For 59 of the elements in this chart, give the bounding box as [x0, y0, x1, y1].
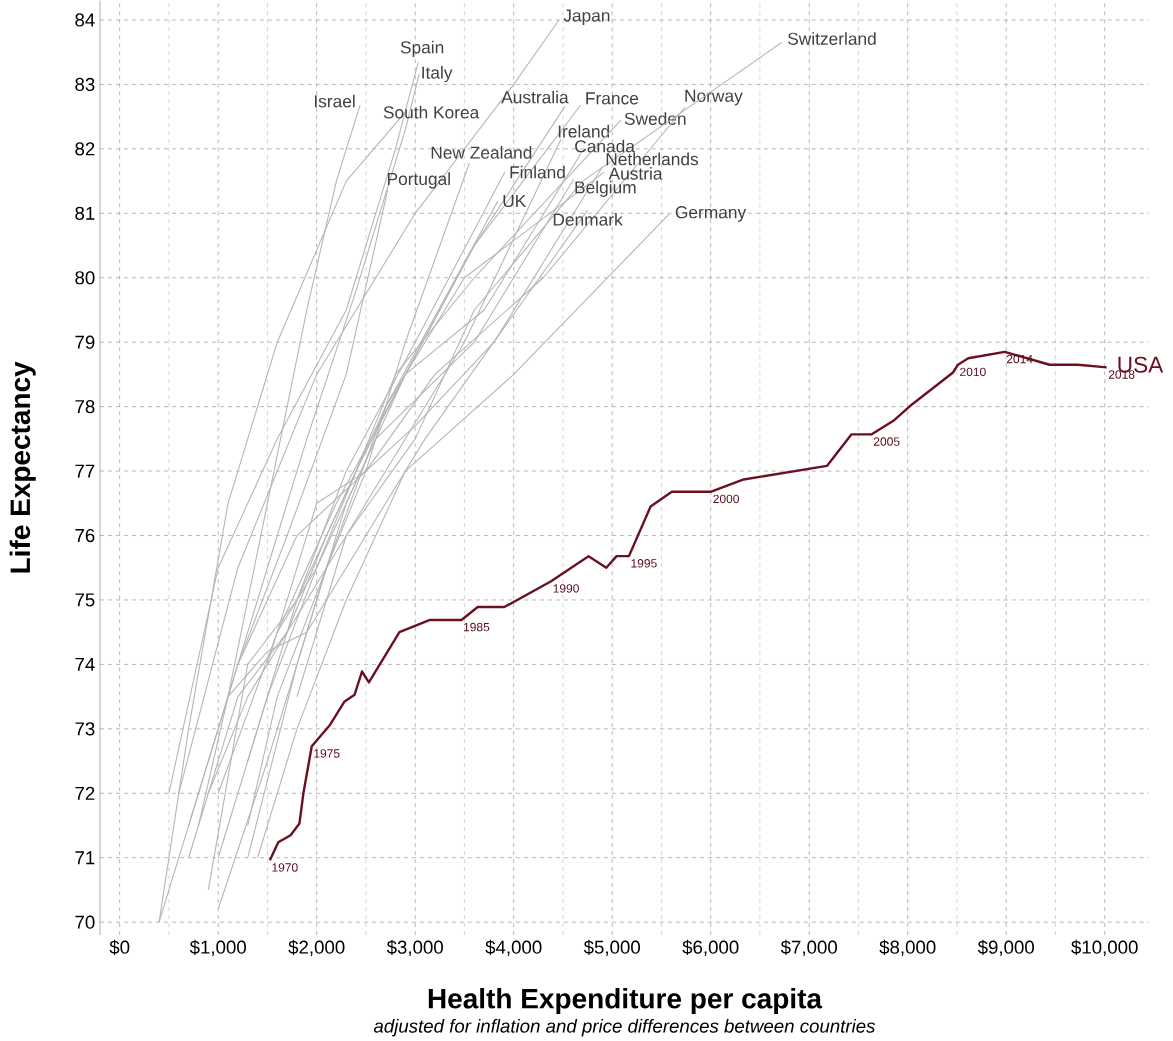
y-tick-label: 78 [75, 400, 95, 414]
annotation: 1985 [464, 622, 490, 632]
y-tick-label: 84 [75, 13, 95, 27]
annotation: 1970 [272, 863, 298, 872]
series-label: New Zealand [431, 146, 532, 159]
series-label: Japan [563, 9, 610, 26]
y-tick-label: 71 [75, 851, 95, 865]
y-tick-label: 81 [75, 206, 95, 220]
y-tick-label: 77 [75, 464, 95, 478]
series-label: Austria [608, 167, 663, 180]
y-tick-label: 70 [75, 915, 95, 929]
x-tick-label: $7,000 [780, 939, 837, 956]
series-label: Sweden [624, 112, 686, 125]
annotation: 2005 [873, 437, 900, 446]
series-label: Italy [422, 66, 453, 83]
annotation: 2010 [960, 367, 986, 377]
series-label: Finland [510, 165, 565, 179]
y-tick-label: 82 [75, 142, 95, 156]
x-tick-label: $5,000 [583, 939, 640, 956]
annotation: 1995 [631, 559, 657, 568]
series-label: Portugal [387, 172, 450, 189]
series-label: Switzerland [788, 32, 876, 45]
series-label: Germany [675, 206, 747, 222]
series-label: South Korea [383, 105, 480, 119]
x-axis-title: Health Expenditure per capita [428, 987, 823, 1015]
series-label: Norway [685, 89, 743, 106]
x-tick-label: $3,000 [386, 939, 443, 956]
series-label: Spain [400, 40, 444, 57]
y-tick-label: 83 [75, 77, 95, 92]
series-label: Denmark [553, 213, 623, 226]
annotation: 1990 [553, 584, 579, 593]
series-label: Israel [314, 94, 355, 108]
series-label: UK [503, 195, 527, 208]
x-tick-label: $10,000 [1071, 939, 1138, 956]
y-tick-label: 72 [75, 786, 95, 800]
annotation: 2014 [1006, 354, 1033, 364]
y-tick-label: 74 [75, 657, 95, 671]
y-tick-label: 76 [75, 528, 95, 543]
series-label: Australia [501, 90, 569, 104]
annotation: 1975 [314, 749, 340, 758]
x-tick-label: $4,000 [485, 939, 542, 956]
y-tick-label: 80 [75, 271, 95, 285]
y-axis-title: Life Expectancy [9, 361, 36, 573]
x-tick-label: $8,000 [879, 939, 936, 956]
text: adjusted for inflation and price differences between countries [373, 1018, 876, 1037]
x-tick-label: $0 [109, 939, 130, 955]
x-tick-label: $2,000 [288, 939, 345, 956]
series-label: Netherlands [606, 152, 699, 166]
series-label: Belgium [575, 180, 636, 197]
x-tick-label: $6,000 [682, 939, 739, 956]
annotation: 2000 [713, 494, 739, 504]
y-tick-label: 73 [75, 722, 95, 736]
x-tick-label: $9,000 [977, 939, 1034, 956]
series-label: Ireland [558, 124, 610, 138]
x-tick-label: $1,000 [189, 939, 246, 956]
series-label: France [586, 92, 639, 105]
y-tick-label: 75 [75, 593, 95, 607]
y-tick-label: 79 [75, 335, 95, 349]
series-label: Canada [575, 139, 635, 153]
